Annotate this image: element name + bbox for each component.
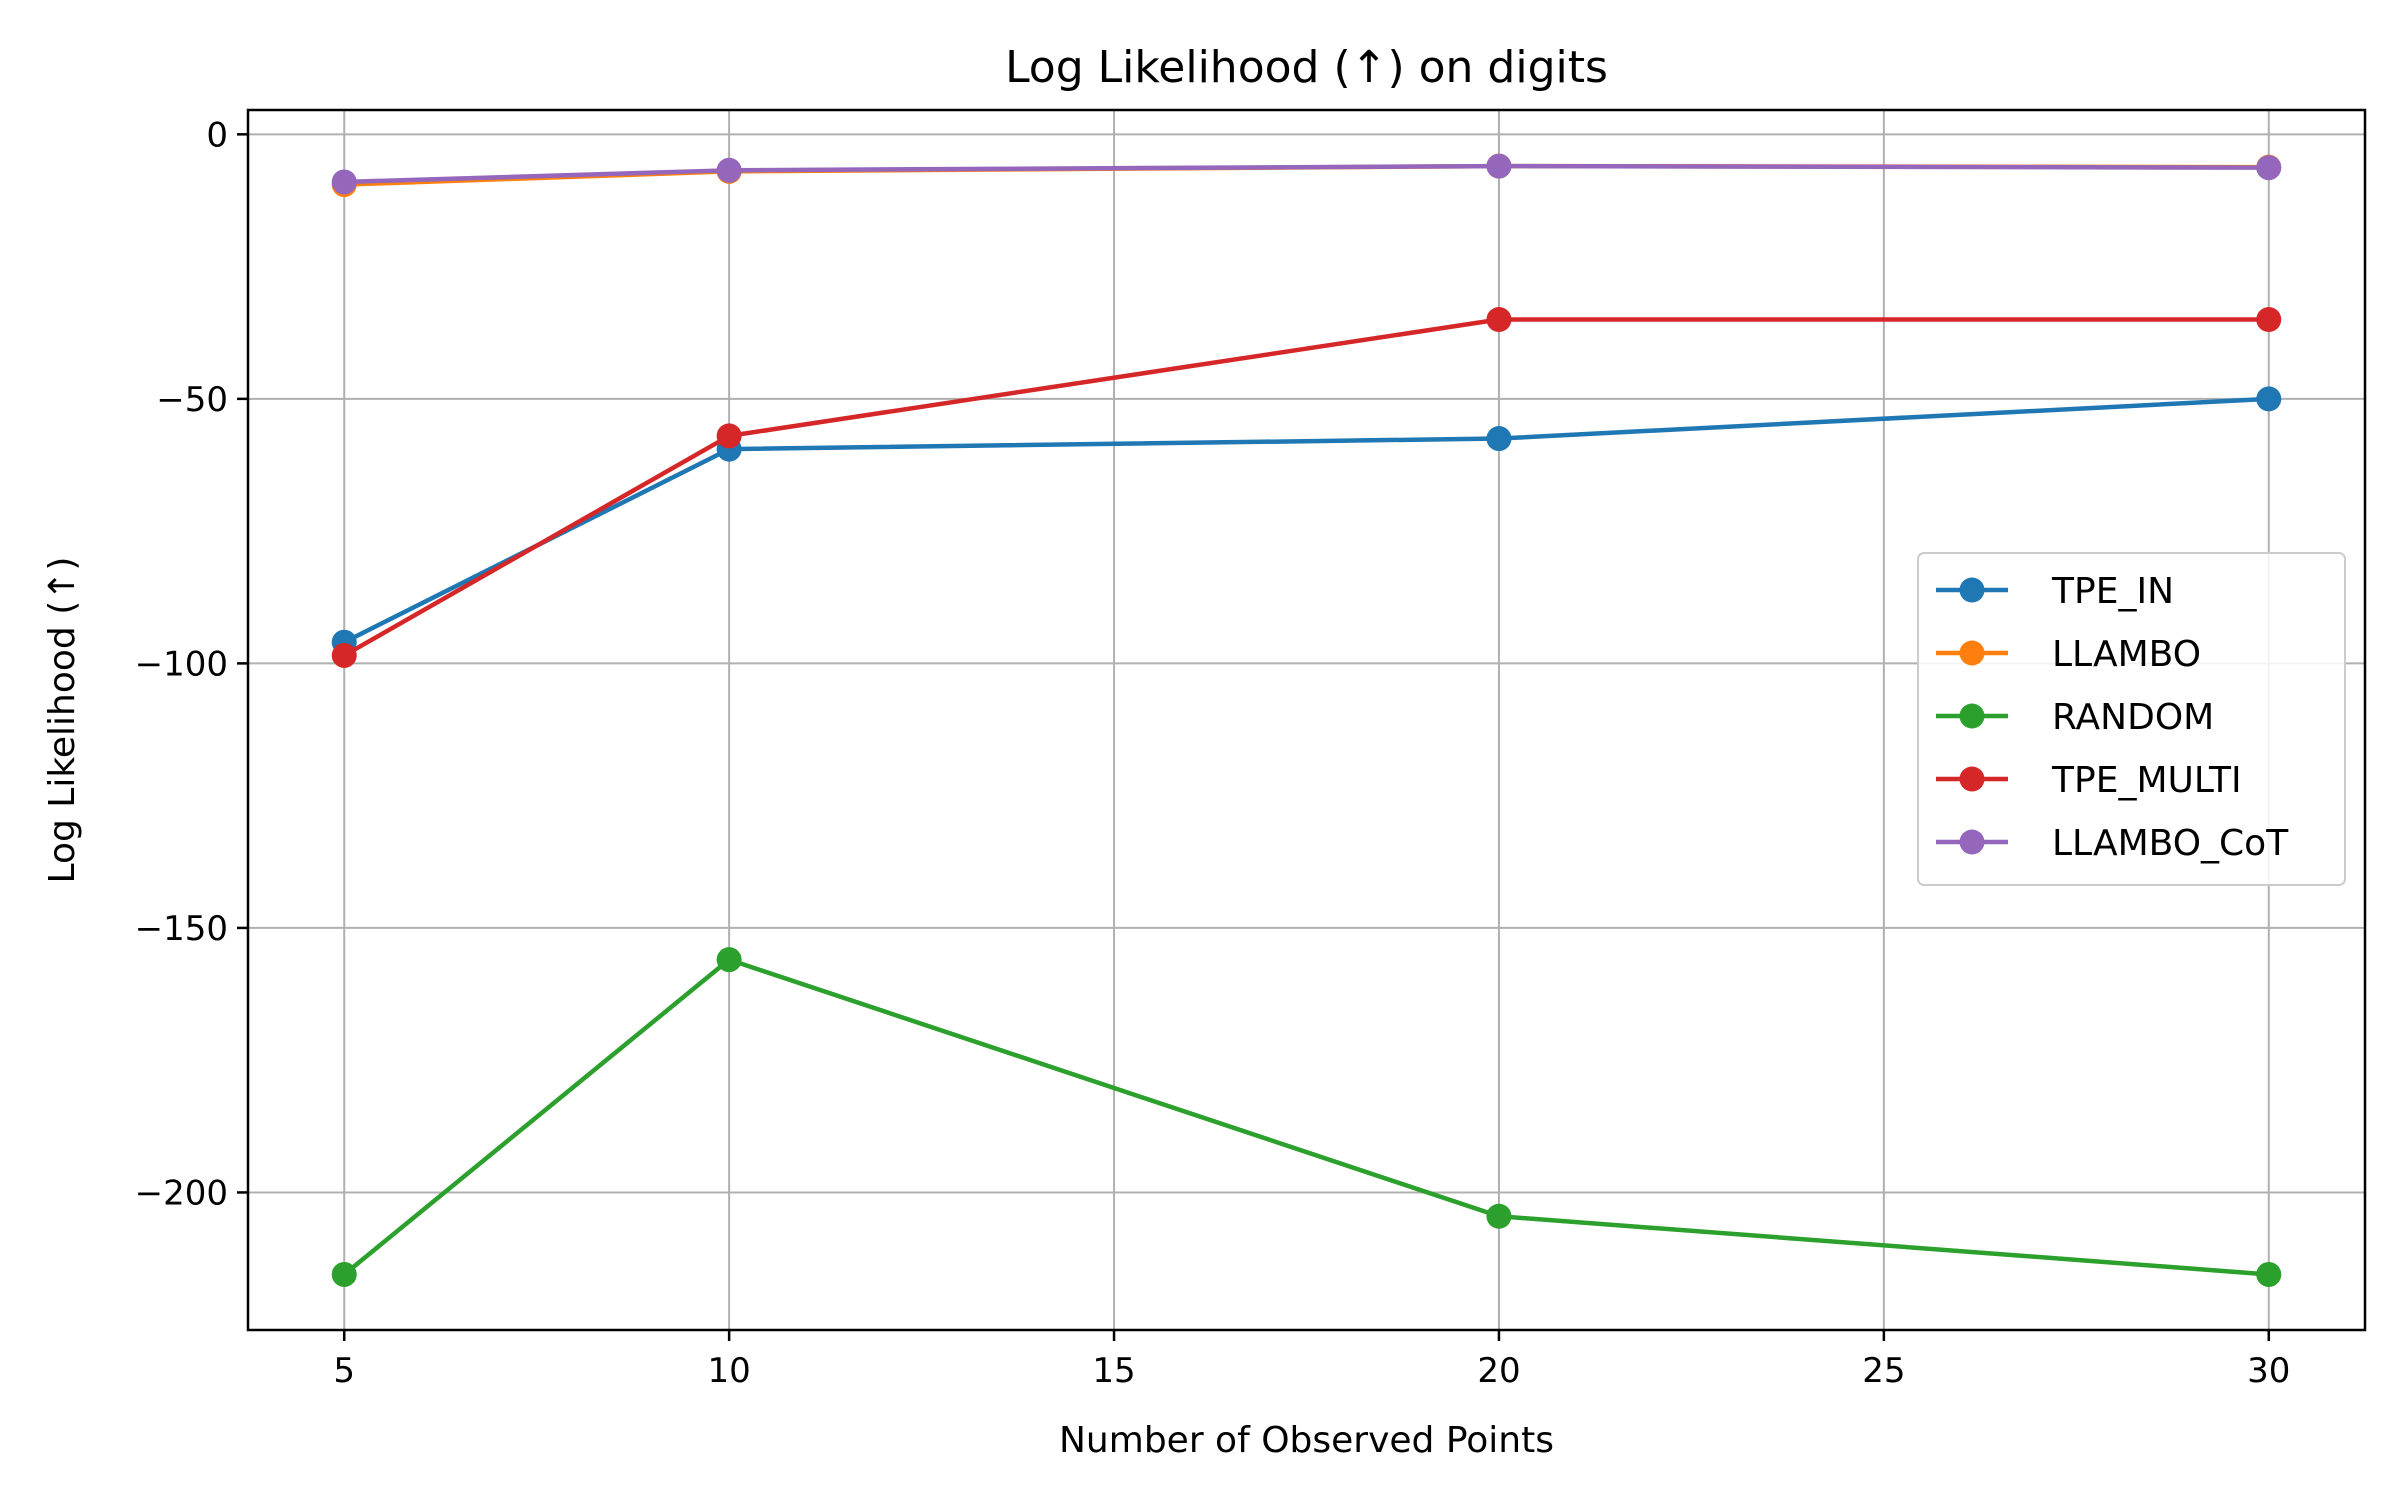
data-point-tpe-multi [716, 423, 742, 449]
legend-entry-random: RANDOM [1936, 697, 2214, 738]
series-tpe-multi [331, 307, 2282, 668]
y-tick-label: −150 [135, 909, 228, 949]
data-point-tpe-multi [331, 642, 357, 668]
data-point-tpe-multi [1486, 307, 1512, 333]
x-tick-label: 20 [1477, 1351, 1520, 1391]
data-point-tpe-multi [2256, 307, 2282, 333]
data-point-llambo-cot [1486, 153, 1512, 179]
data-point-tpe-in [2256, 386, 2282, 412]
legend-entry-tpe-in: TPE_IN [1936, 571, 2174, 612]
data-point-random [331, 1261, 357, 1287]
legend-label: TPE_IN [2051, 571, 2174, 612]
series-line-random [342, 957, 2269, 1277]
data-point-llambo-cot [2256, 155, 2282, 181]
plot-frame [246, 108, 2367, 1332]
series-line-tpe-multi [343, 317, 2269, 658]
y-axis-label: Log Likelihood (↑) [42, 557, 83, 884]
x-tick-label: 15 [1092, 1351, 1135, 1391]
x-tick-label: 5 [333, 1351, 355, 1391]
y-tick-label: −100 [135, 644, 228, 684]
legend-label: RANDOM [2052, 697, 2214, 738]
y-tick-label: −200 [135, 1173, 228, 1213]
legend-label: LLAMBO [2052, 634, 2201, 675]
legend-entry-tpe-multi: TPE_MULTI [1936, 760, 2242, 801]
data-point-llambo-cot [331, 169, 357, 195]
x-tick-label: 30 [2247, 1351, 2290, 1391]
data-point-llambo-cot [716, 157, 742, 183]
legend-label: TPE_MULTI [2051, 760, 2242, 801]
y-tick-label: −50 [156, 380, 228, 420]
legend-frame [1917, 552, 2346, 886]
data-point-tpe-in [1486, 426, 1512, 452]
chart-title: Log Likelihood (↑) on digits [1005, 42, 1608, 93]
ticks-layer: 5 10 15 20 25 30 0 −50 −100 −150 −200 [135, 115, 2291, 1391]
x-tick-label: 25 [1862, 1351, 1905, 1391]
series-line-llambo-cot [344, 163, 2269, 185]
data-point-random [716, 947, 742, 973]
series-llambo-cot [331, 153, 2282, 195]
series-random [331, 947, 2282, 1287]
legend-swatch-marker [1959, 766, 1985, 792]
legend: TPE_IN LLAMBO RANDOM TPE_MULTI LLAMBO_CoT [1917, 552, 2346, 886]
data-point-random [1486, 1203, 1512, 1229]
x-tick-label: 10 [708, 1351, 751, 1391]
y-tick-label: 0 [206, 115, 228, 155]
legend-swatch-marker [1959, 577, 1985, 603]
legend-entry-llambo-cot: LLAMBO_CoT [1936, 823, 2289, 864]
data-point-random [2256, 1261, 2282, 1287]
legend-swatch-marker [1959, 703, 1985, 729]
series-layer [331, 153, 2282, 1287]
legend-label: LLAMBO_CoT [2052, 823, 2289, 864]
legend-swatch-marker [1959, 829, 1985, 855]
x-axis-label: Number of Observed Points [1059, 1420, 1554, 1461]
legend-entry-llambo: LLAMBO [1936, 634, 2201, 675]
legend-swatch-marker [1959, 640, 1985, 666]
